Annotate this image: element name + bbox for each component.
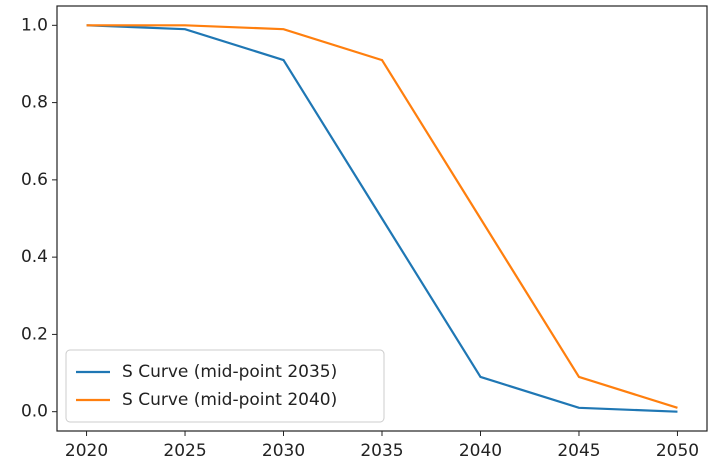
x-tick-label: 2050	[656, 441, 699, 461]
y-tick-label: 0.4	[21, 247, 48, 267]
x-tick-label: 2045	[557, 441, 600, 461]
legend-label: S Curve (mid-point 2035)	[122, 362, 337, 382]
x-tick-label: 2030	[262, 441, 305, 461]
x-tick-label: 2035	[360, 441, 403, 461]
x-tick-label: 2025	[163, 441, 206, 461]
x-tick-label: 2020	[65, 441, 108, 461]
x-tick-label: 2040	[459, 441, 502, 461]
legend-box	[65, 349, 385, 423]
series-line	[86, 24, 678, 409]
y-tick-label: 0.0	[21, 402, 48, 422]
y-tick-label: 1.0	[21, 15, 48, 35]
legend-label: S Curve (mid-point 2040)	[122, 390, 337, 410]
series-line	[86, 24, 678, 413]
y-tick-label: 0.8	[21, 93, 48, 113]
y-tick-label: 0.6	[21, 170, 48, 190]
y-tick-label: 0.2	[21, 324, 48, 344]
